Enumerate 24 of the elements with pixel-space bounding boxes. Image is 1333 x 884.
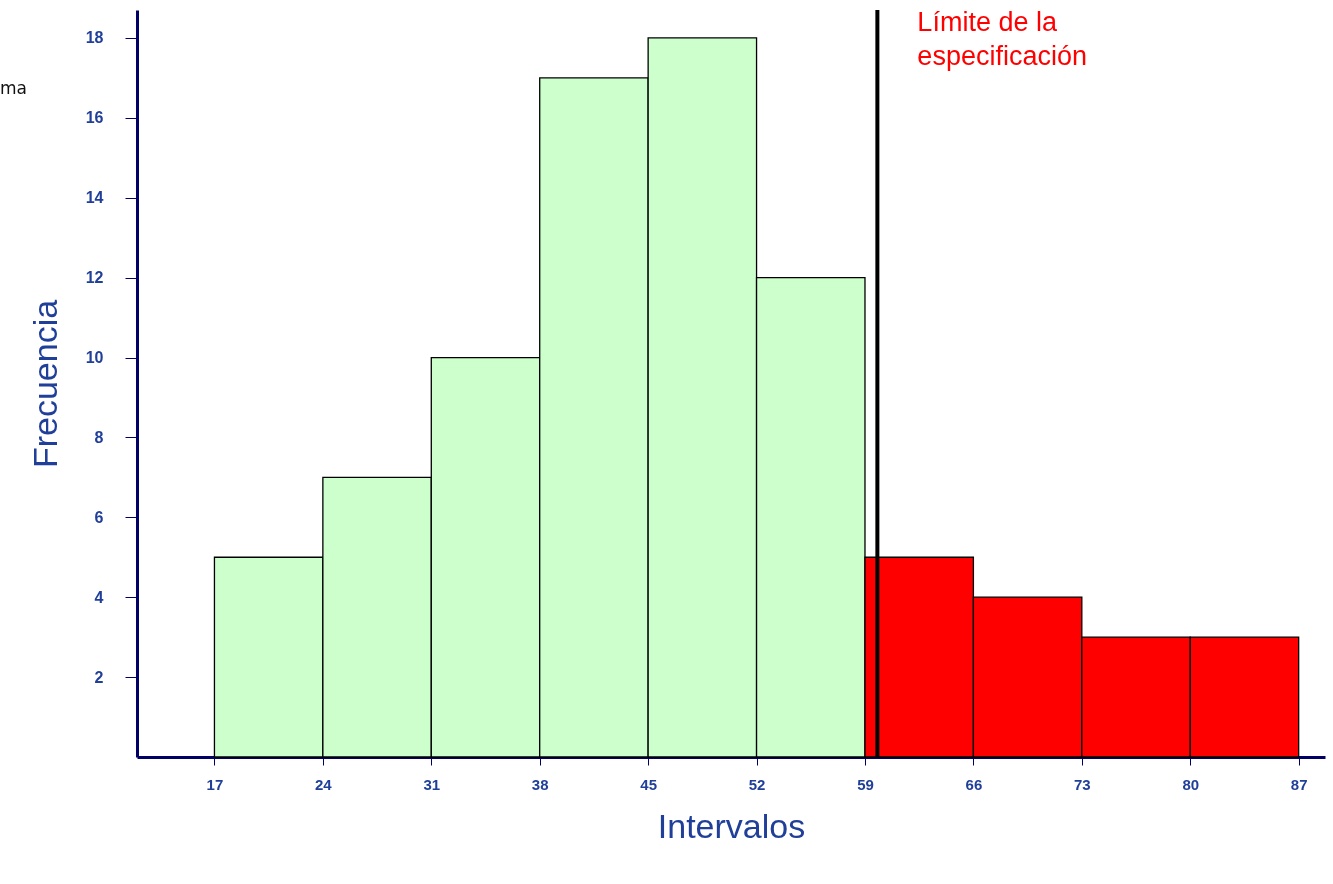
x-tick-label: 24: [315, 775, 333, 793]
y-tick-label: 4: [94, 588, 104, 606]
x-tick-label: 31: [423, 775, 441, 793]
y-axis-title: Frecuencia: [25, 299, 64, 469]
y-tick-label: 2: [94, 668, 104, 686]
y-tick-label: 10: [85, 349, 104, 367]
ref-line-label: Límite de la especificación: [917, 7, 1087, 71]
y-tick-label: 16: [85, 109, 104, 127]
y-tick-label: 14: [85, 189, 104, 207]
text: ma: [0, 78, 27, 98]
x-tick-label: 45: [640, 775, 657, 793]
y-tick-label: 8: [94, 428, 104, 446]
x-tick-label: 59: [857, 775, 874, 793]
x-tick-label: 38: [531, 775, 549, 793]
y-tick-label: 6: [94, 508, 104, 526]
y-tick-label: 12: [85, 269, 104, 287]
x-tick-label: 17: [206, 775, 224, 793]
x-tick-label: 73: [1073, 775, 1091, 793]
x-tick-label: 52: [748, 775, 766, 793]
x-tick-label: 80: [1182, 775, 1200, 793]
x-axis-title: Intervalos: [657, 806, 806, 845]
y-tick-label: 18: [85, 29, 104, 47]
x-tick-label: 66: [965, 775, 983, 793]
x-tick-label: 87: [1290, 775, 1308, 793]
